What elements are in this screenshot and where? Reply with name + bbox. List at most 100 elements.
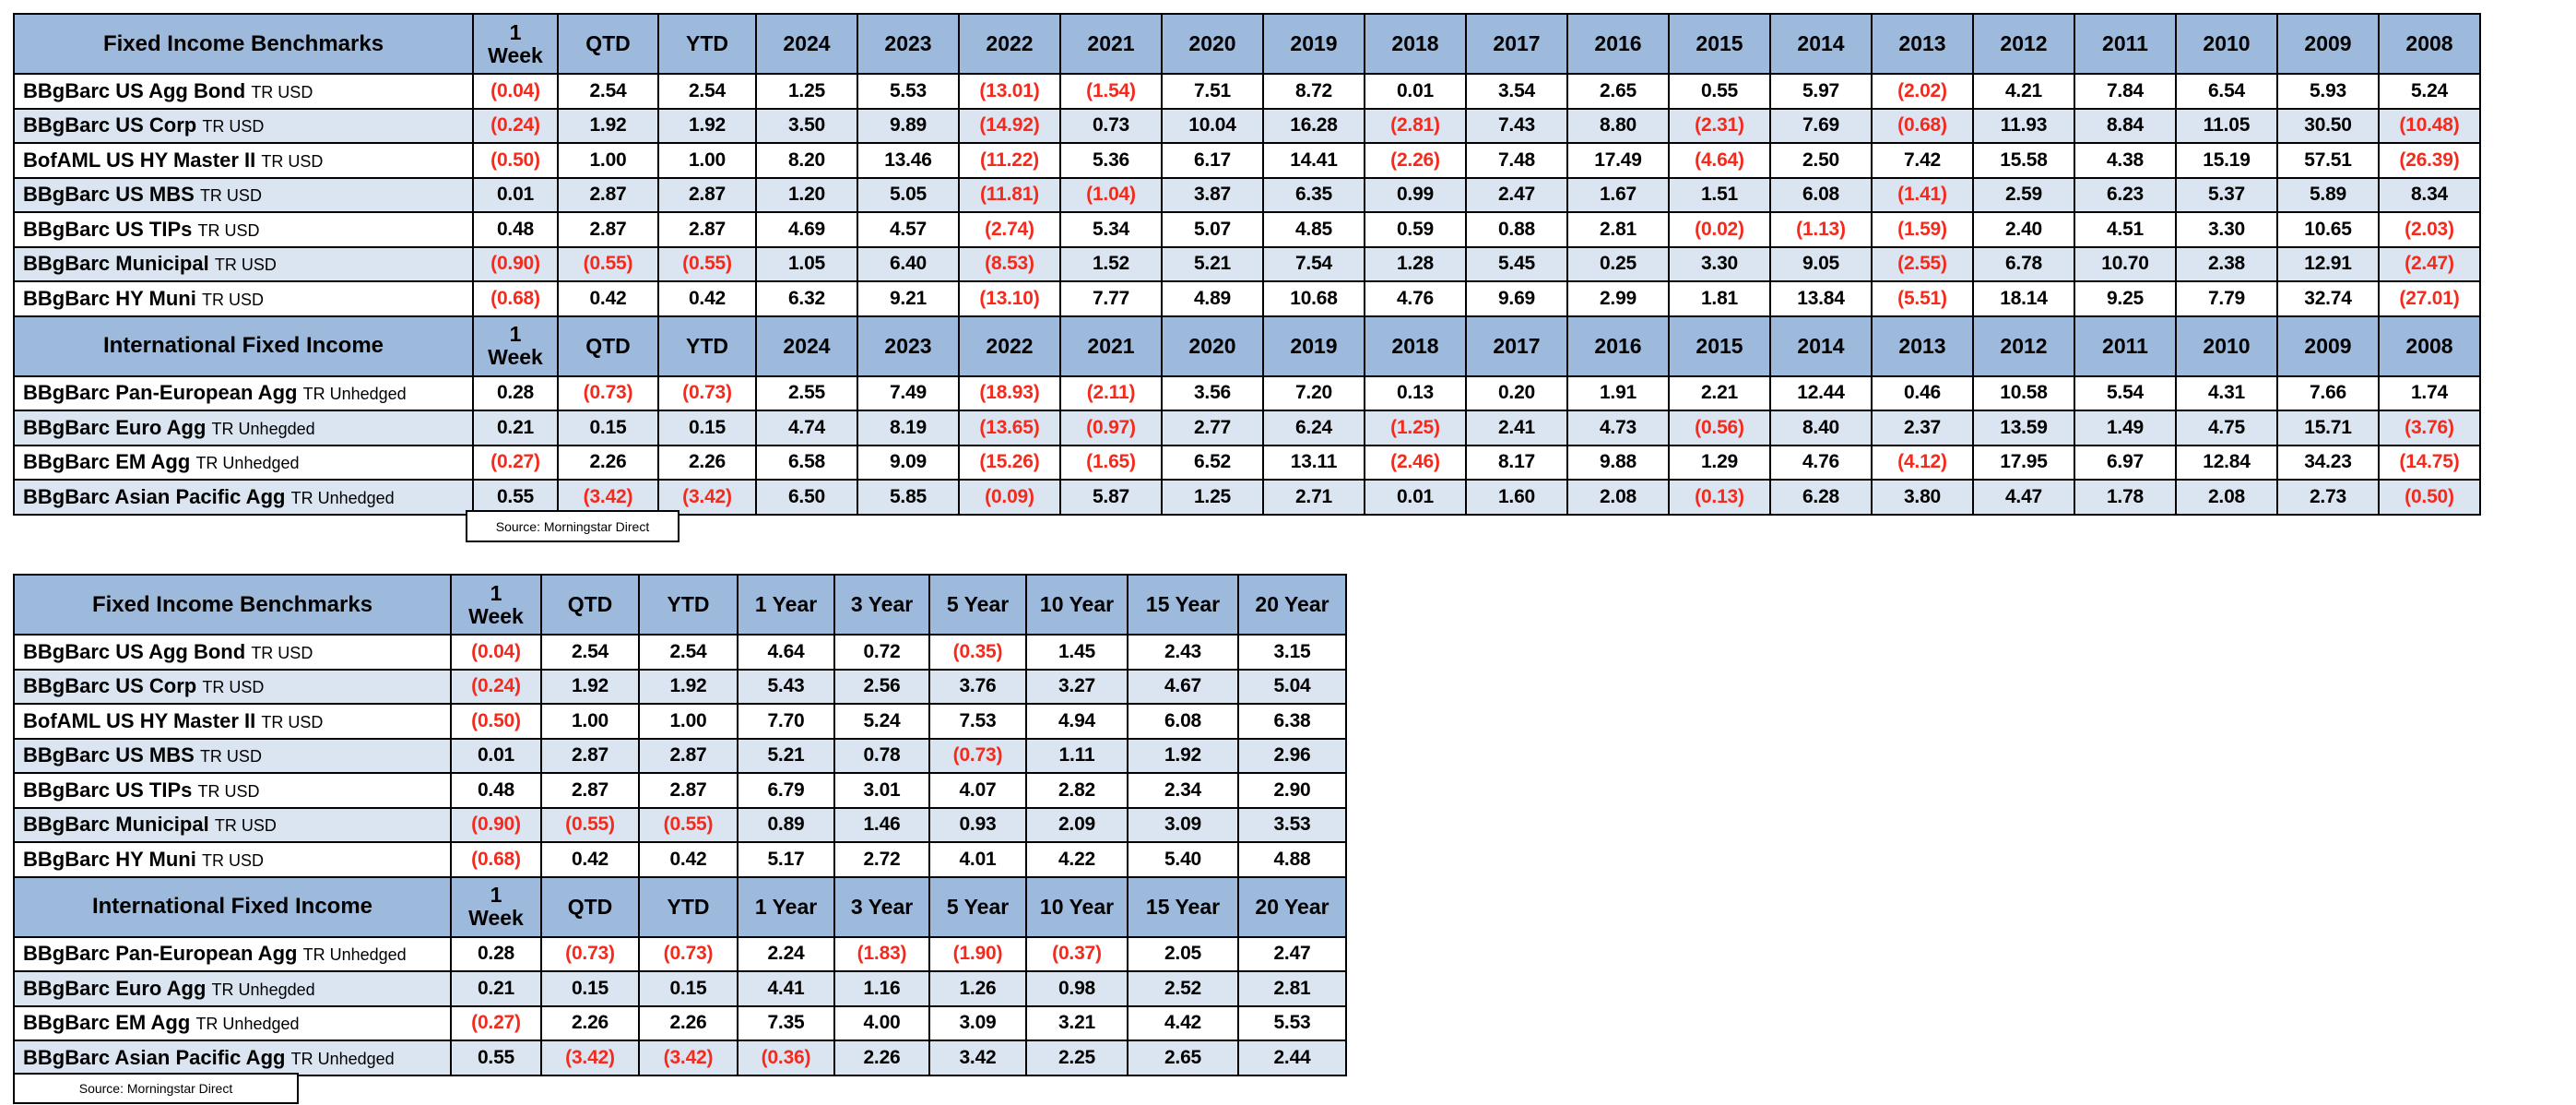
value-cell: (0.13): [1668, 479, 1771, 516]
value-cell: 2.81: [1237, 970, 1347, 1007]
benchmark-suffix: TR Unhedged: [195, 1015, 300, 1034]
benchmark-name: BofAML US HY Master II: [23, 708, 256, 732]
column-header-cell: 2021: [1059, 315, 1163, 377]
column-header-cell: 2023: [857, 13, 960, 75]
value-cell: 5.43: [737, 668, 835, 705]
benchmark-row: BBgBarc US Corp TR USD (0.24) 1.92 1.92 5.43…: [13, 668, 1347, 705]
value-cell: 0.01: [450, 737, 542, 774]
value-cell: 4.51: [2074, 211, 2177, 248]
value-cell: 4.38: [2074, 142, 2177, 179]
value-cell: 2.47: [1465, 176, 1568, 213]
benchmark-name: BBgBarc Euro Agg: [23, 976, 207, 1000]
column-header-cell: 10 Year: [1025, 875, 1128, 938]
value-cell: 3.21: [1025, 1004, 1128, 1041]
column-header-cell: 2015: [1668, 13, 1771, 75]
value-cell: 9.69: [1465, 280, 1568, 317]
value-cell: 11.93: [1972, 107, 2075, 144]
value-cell: 7.49: [857, 374, 960, 411]
value-cell: 2.65: [1566, 73, 1670, 110]
value-cell: (2.26): [1364, 142, 1467, 179]
column-header-cell: 2022: [958, 315, 1061, 377]
value-cell: 10.65: [2276, 211, 2380, 248]
value-cell: 6.40: [857, 245, 960, 282]
value-cell: 12.44: [1769, 374, 1873, 411]
value-cell: 8.17: [1465, 444, 1568, 481]
value-cell: 3.50: [755, 107, 858, 144]
value-cell: 13.59: [1972, 410, 2075, 446]
value-cell: 2.81: [1566, 211, 1670, 248]
section-title-cell: International Fixed Income: [13, 875, 452, 938]
column-header-cell: 15 Year: [1127, 875, 1239, 938]
column-header-cell: 2009: [2276, 13, 2380, 75]
value-cell: 2.87: [540, 737, 640, 774]
value-cell: 2.55: [755, 374, 858, 411]
value-cell: 2.37: [1871, 410, 1974, 446]
value-cell: 2.26: [833, 1040, 930, 1076]
value-cell: (2.11): [1059, 374, 1163, 411]
value-cell: 2.26: [557, 444, 659, 481]
value-cell: (0.73): [557, 374, 659, 411]
value-cell: (8.53): [958, 245, 1061, 282]
column-header-cell: 2008: [2378, 315, 2481, 377]
value-cell: (0.73): [638, 935, 739, 972]
value-cell: 2.99: [1566, 280, 1670, 317]
value-cell: 13.84: [1769, 280, 1873, 317]
value-cell: 2.21: [1668, 374, 1771, 411]
value-cell: (1.65): [1059, 444, 1163, 481]
value-cell: 3.42: [928, 1040, 1027, 1076]
value-cell: 10.04: [1161, 107, 1264, 144]
value-cell: 6.17: [1161, 142, 1264, 179]
value-cell: 0.15: [638, 970, 739, 1007]
column-header-cell: 3 Year: [833, 574, 930, 636]
benchmark-row: BBgBarc US TIPs TR USD 0.48 2.87 2.87 6.79 3.…: [13, 772, 1347, 809]
value-cell: (4.12): [1871, 444, 1974, 481]
value-cell: 2.24: [737, 935, 835, 972]
column-header-cell: 2013: [1871, 315, 1974, 377]
value-cell: 3.27: [1025, 668, 1128, 705]
benchmark-name-cell: BBgBarc US Corp TR USD: [13, 668, 452, 705]
value-cell: 5.89: [2276, 176, 2380, 213]
column-header-cell: QTD: [557, 315, 659, 377]
benchmark-suffix: TR Unhegded: [211, 980, 315, 999]
benchmark-name-cell: BBgBarc EM Agg TR Unhedged: [13, 444, 474, 481]
value-cell: 2.65: [1127, 1040, 1239, 1076]
value-cell: 9.21: [857, 280, 960, 317]
value-cell: 2.71: [1262, 479, 1365, 516]
value-cell: 1.45: [1025, 634, 1128, 671]
value-cell: 0.01: [1364, 479, 1467, 516]
value-cell: 2.59: [1972, 176, 2075, 213]
value-cell: (1.90): [928, 935, 1027, 972]
value-cell: 0.15: [657, 410, 757, 446]
column-header-cell: QTD: [540, 875, 640, 938]
column-header-cell: 1 Year: [737, 875, 835, 938]
value-cell: 1.92: [540, 668, 640, 705]
value-cell: 5.24: [833, 703, 930, 740]
value-cell: 1.26: [928, 970, 1027, 1007]
value-cell: 17.95: [1972, 444, 2075, 481]
source-note-trailing: Source: Morningstar Direct: [13, 1073, 299, 1104]
value-cell: 2.87: [540, 772, 640, 809]
value-cell: 4.67: [1127, 668, 1239, 705]
value-cell: (14.75): [2378, 444, 2481, 481]
benchmark-row: BBgBarc US Agg Bond TR USD (0.04) 2.54 2.54…: [13, 634, 1347, 671]
value-cell: 6.97: [2074, 444, 2177, 481]
value-cell: 14.41: [1262, 142, 1365, 179]
value-cell: (1.13): [1769, 211, 1873, 248]
annual-returns-table: Fixed Income Benchmarks 1 Week QTD YTD 2024 2…: [13, 13, 2481, 516]
column-header-cell: 3 Year: [833, 875, 930, 938]
value-cell: 1.28: [1364, 245, 1467, 282]
value-cell: 3.80: [1871, 479, 1974, 516]
section-header-row: Fixed Income Benchmarks 1 Week QTD YTD 2024 2…: [13, 13, 2481, 75]
value-cell: (0.50): [472, 142, 559, 179]
value-cell: 7.84: [2074, 73, 2177, 110]
value-cell: 1.00: [540, 703, 640, 740]
value-cell: (0.24): [450, 668, 542, 705]
column-header-cell: 2012: [1972, 13, 2075, 75]
value-cell: 5.87: [1059, 479, 1163, 516]
value-cell: 1.46: [833, 806, 930, 843]
value-cell: 0.15: [540, 970, 640, 1007]
value-cell: 12.91: [2276, 245, 2380, 282]
value-cell: 7.69: [1769, 107, 1873, 144]
column-header-cell: 2019: [1262, 315, 1365, 377]
value-cell: (3.42): [657, 479, 757, 516]
